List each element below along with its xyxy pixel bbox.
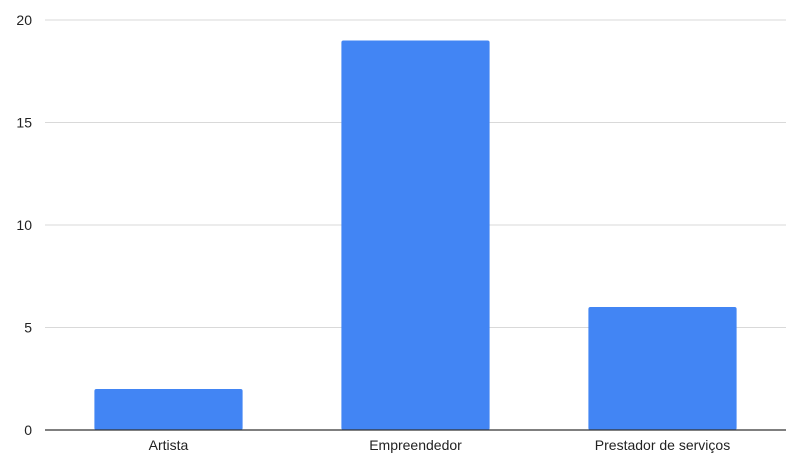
x-tick-label-0: Artista <box>149 437 189 453</box>
bar-prestador-de-servi-os[interactable] <box>588 307 737 430</box>
y-tick-label-0: 0 <box>24 422 32 438</box>
x-tick-labels: Artista Empreendedor Prestador de serviços <box>149 437 731 453</box>
bar-artista[interactable] <box>94 389 243 430</box>
y-tick-label-20: 20 <box>16 12 32 28</box>
y-tick-label-10: 10 <box>16 217 32 233</box>
bars <box>94 40 737 431</box>
x-tick-label-1: Empreendedor <box>369 437 462 453</box>
y-tick-labels: 0 5 10 15 20 <box>16 12 32 438</box>
y-tick-label-5: 5 <box>24 320 32 336</box>
x-tick-label-2: Prestador de serviços <box>595 437 730 453</box>
bar-empreendedor[interactable] <box>341 40 490 431</box>
y-tick-label-15: 15 <box>16 115 32 131</box>
